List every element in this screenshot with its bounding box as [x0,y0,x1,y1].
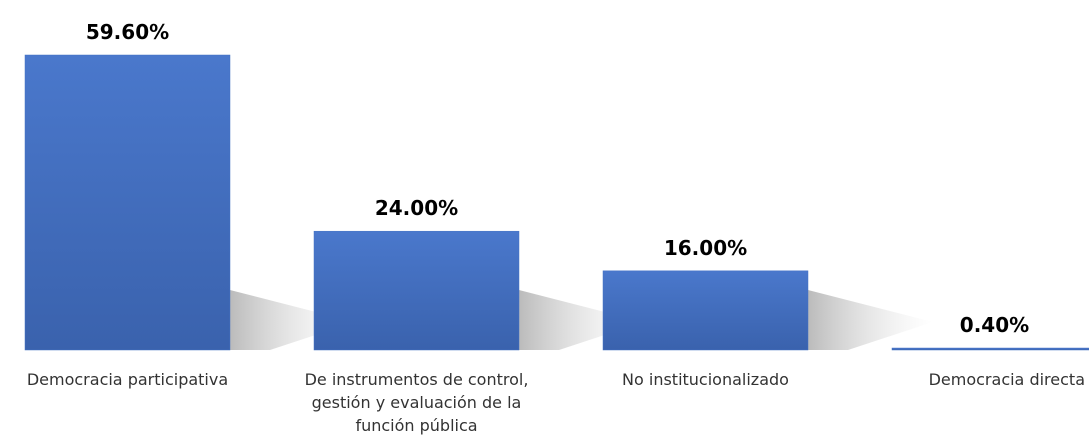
bar [891,347,1089,351]
bar-shadow [230,290,355,350]
value-label: 24.00% [375,196,458,220]
bar [313,230,520,351]
category-label: Democracia directa [928,370,1085,389]
category-label: De instrumentos de control, gestión y ev… [304,370,529,435]
bar [24,54,231,351]
bar-shadow [808,290,933,350]
value-label: 59.60% [86,20,169,44]
bar [602,270,809,351]
category-label: No institucionalizado [622,370,789,389]
category-label: Democracia participativa [26,370,229,389]
value-label: 16.00% [664,236,747,260]
value-label: 0.40% [960,313,1029,337]
bar-shadow [519,290,644,350]
